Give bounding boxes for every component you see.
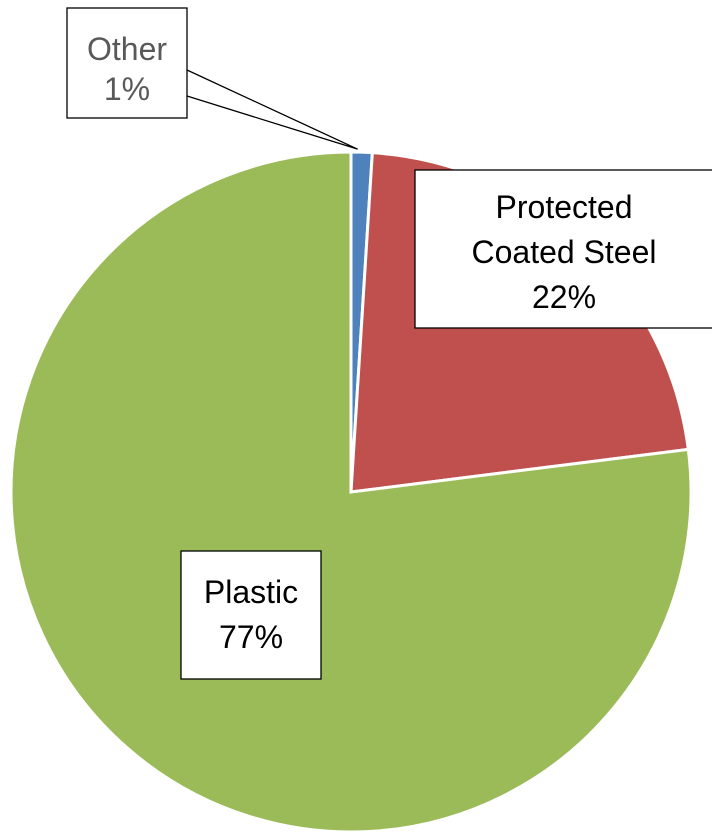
data-label-box: [180, 550, 322, 680]
data-label-category: Other: [87, 31, 167, 67]
data-label-protected-coated-steel: Protected Coated Steel 22%: [414, 169, 712, 329]
data-label-box: [66, 7, 188, 119]
data-labels: Other 1% Protected Coated Steel 22% Plastic 77…: [66, 7, 712, 680]
data-label-value: 22%: [532, 279, 596, 315]
data-label-value: 1%: [104, 71, 150, 107]
data-label-plastic: Plastic 77%: [180, 550, 322, 680]
data-label-other: Other 1%: [66, 7, 188, 119]
data-label-box: [414, 169, 712, 329]
data-label-value: 77%: [219, 619, 283, 655]
data-label-category: Plastic: [204, 574, 298, 610]
leader-lines: [186, 69, 358, 150]
data-label-category: Protected: [496, 189, 633, 225]
data-label-category: Coated Steel: [471, 234, 656, 270]
leader-line-other: [186, 69, 358, 150]
